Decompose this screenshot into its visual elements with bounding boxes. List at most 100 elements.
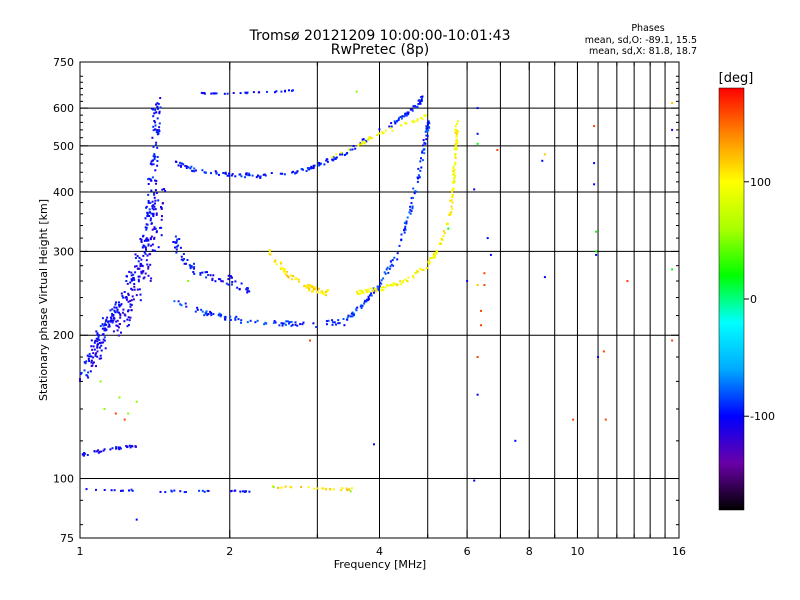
echo-trace-point bbox=[153, 205, 156, 208]
echo-trace-point bbox=[453, 169, 456, 171]
echo-trace-point bbox=[149, 178, 152, 181]
echo-trace-point bbox=[179, 490, 182, 493]
echo-trace-point bbox=[325, 294, 327, 297]
echo-trace-point bbox=[145, 237, 148, 240]
echo-trace-point bbox=[215, 92, 218, 95]
echo-trace-point bbox=[113, 306, 116, 309]
echo-trace-point bbox=[389, 265, 392, 268]
echo-trace-point bbox=[422, 148, 425, 151]
echo-point bbox=[476, 356, 479, 358]
echo-trace-point bbox=[246, 289, 249, 292]
echo-trace-point bbox=[401, 115, 404, 118]
echo-trace-point bbox=[173, 300, 176, 303]
echo-trace-point bbox=[98, 338, 101, 341]
echo-point bbox=[595, 230, 598, 233]
echo-trace-point bbox=[150, 244, 153, 247]
echo-trace-point bbox=[160, 208, 163, 210]
echo-trace-point bbox=[151, 228, 154, 231]
echo-point bbox=[473, 479, 476, 482]
echo-trace-point bbox=[224, 315, 227, 318]
echo-trace-point bbox=[435, 252, 438, 255]
echo-trace-point bbox=[455, 122, 458, 125]
echo-trace-point bbox=[360, 304, 363, 307]
y-tick-label: 500 bbox=[53, 140, 74, 153]
echo-point bbox=[476, 142, 479, 145]
echo-trace-point bbox=[229, 490, 232, 493]
echo-trace-point bbox=[421, 95, 424, 98]
echo-trace-point bbox=[275, 90, 278, 93]
echo-trace-point bbox=[405, 112, 408, 115]
echo-trace-point bbox=[274, 91, 276, 94]
echo-trace-point bbox=[390, 125, 393, 128]
echo-trace-point bbox=[153, 192, 156, 195]
echo-trace-point bbox=[92, 352, 95, 355]
echo-trace-point bbox=[281, 324, 284, 327]
echo-trace-point bbox=[452, 170, 455, 172]
echo-trace-point bbox=[146, 238, 149, 241]
echo-trace-point bbox=[341, 153, 344, 156]
echo-trace-point bbox=[367, 138, 369, 141]
echo-trace-point bbox=[153, 158, 156, 161]
echo-trace-point bbox=[95, 330, 98, 333]
echo-trace-point bbox=[416, 120, 419, 123]
echo-trace-point bbox=[152, 108, 155, 111]
echo-point bbox=[466, 280, 469, 282]
echo-trace-point bbox=[152, 125, 155, 128]
echo-trace-point bbox=[366, 298, 369, 301]
echo-trace-point bbox=[137, 280, 140, 283]
echo-trace-point bbox=[281, 172, 284, 175]
echo-trace-point bbox=[154, 124, 157, 127]
echo-trace-point bbox=[135, 294, 138, 297]
echo-point bbox=[496, 149, 499, 151]
echo-trace-point bbox=[152, 155, 155, 158]
echo-trace-point bbox=[179, 164, 182, 167]
echo-trace-point bbox=[450, 205, 453, 208]
echo-trace-point bbox=[103, 336, 106, 339]
echo-trace-point bbox=[175, 251, 178, 254]
plot-area bbox=[79, 61, 680, 539]
echo-trace-point bbox=[154, 155, 157, 158]
echo-trace-point bbox=[153, 120, 156, 122]
echo-trace-point bbox=[283, 322, 286, 325]
echo-trace-point bbox=[204, 171, 207, 174]
echo-trace-point bbox=[200, 308, 203, 311]
echo-trace-point bbox=[409, 205, 412, 208]
echo-trace-point bbox=[403, 229, 405, 232]
echo-trace-point bbox=[147, 201, 150, 204]
echo-trace-point bbox=[115, 446, 117, 449]
echo-trace-point bbox=[241, 490, 244, 493]
echo-trace-point bbox=[102, 333, 105, 336]
echo-trace-point bbox=[92, 361, 95, 364]
echo-point bbox=[543, 153, 546, 156]
echo-trace-point bbox=[157, 132, 160, 135]
echo-trace-point bbox=[302, 321, 305, 324]
echo-trace-point bbox=[104, 327, 107, 330]
echo-trace-point bbox=[219, 315, 222, 318]
echo-trace-point bbox=[87, 358, 90, 360]
echo-trace-point bbox=[118, 301, 120, 304]
echo-trace-point bbox=[291, 278, 293, 281]
echo-trace-point bbox=[144, 238, 147, 241]
echo-trace-point bbox=[269, 253, 272, 256]
echo-trace-point bbox=[123, 313, 126, 316]
echo-trace-point bbox=[280, 262, 283, 265]
echo-point bbox=[626, 280, 629, 282]
echo-trace-point bbox=[426, 135, 429, 138]
echo-trace-point bbox=[157, 103, 160, 105]
phase-info-x: mean, sd,X: 81.8, 18.7 bbox=[589, 46, 697, 57]
echo-trace-point bbox=[451, 208, 453, 210]
echo-trace-point bbox=[339, 153, 342, 156]
echo-trace-point bbox=[113, 489, 116, 492]
echo-trace-point bbox=[255, 176, 258, 179]
echo-trace-point bbox=[154, 227, 157, 230]
echo-trace-point bbox=[146, 214, 149, 217]
echo-trace-point bbox=[205, 310, 208, 313]
echo-trace-point bbox=[139, 262, 142, 265]
echo-trace-point bbox=[259, 176, 262, 179]
echo-trace-point bbox=[231, 281, 234, 283]
colorbar-tick-label: 0 bbox=[750, 293, 757, 306]
echo-trace-point bbox=[377, 287, 380, 290]
echo-trace-point bbox=[411, 197, 414, 199]
echo-trace-point bbox=[236, 286, 239, 289]
echo-trace-point bbox=[238, 288, 241, 290]
